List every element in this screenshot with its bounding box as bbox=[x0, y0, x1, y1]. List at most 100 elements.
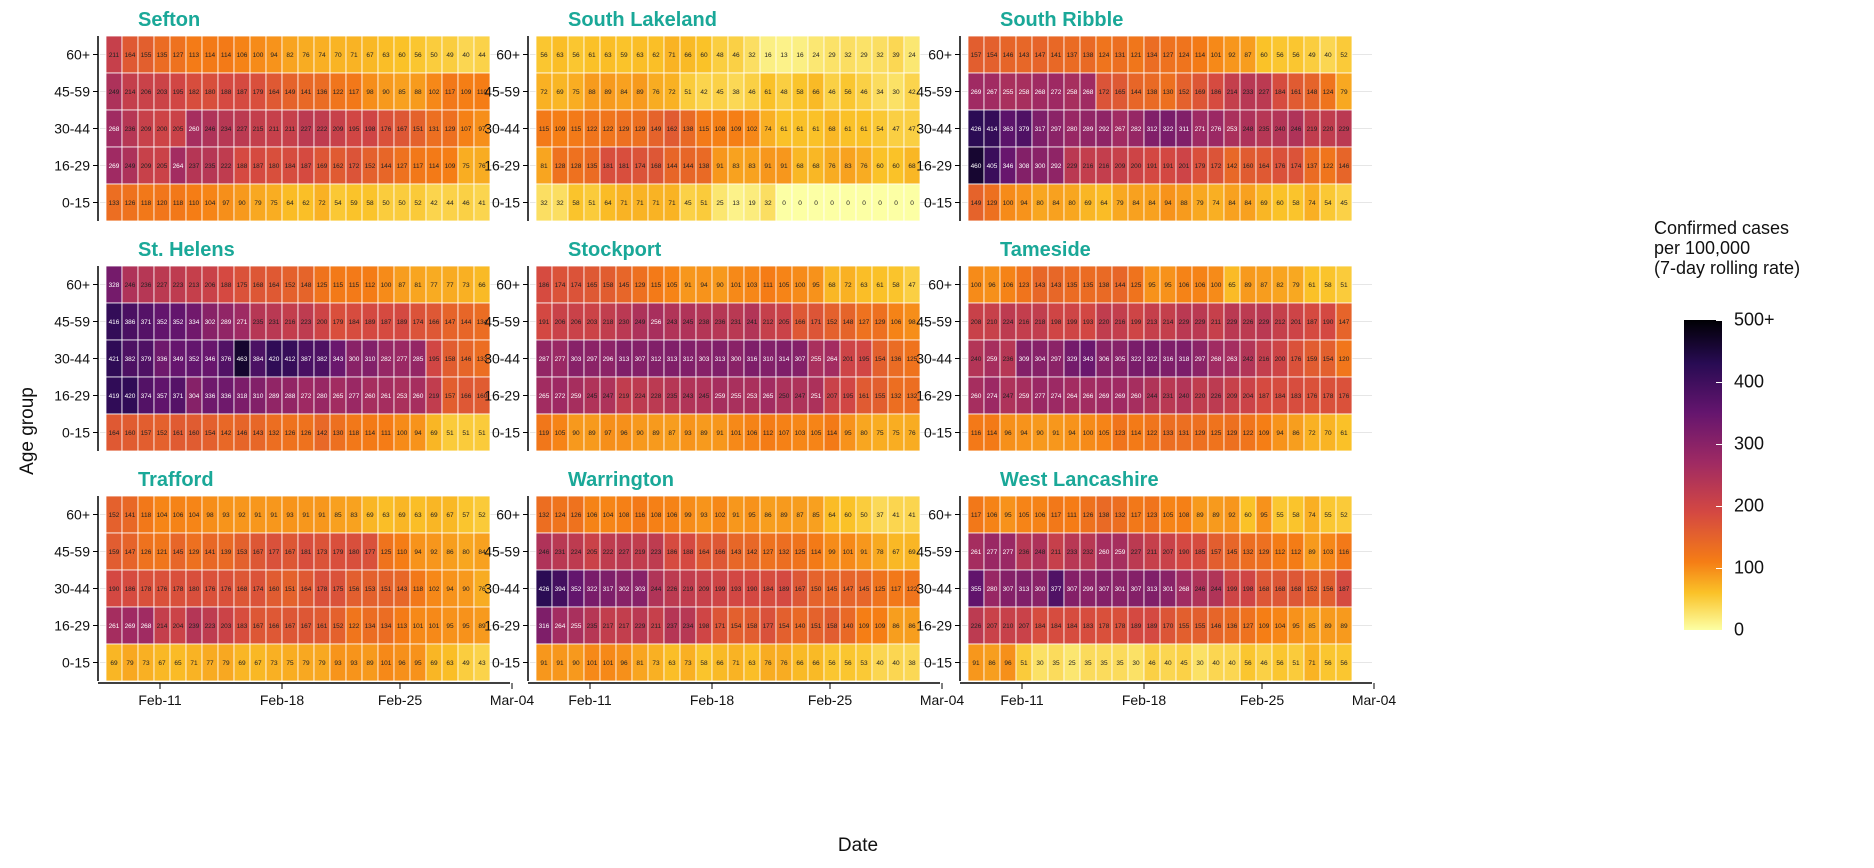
cell-value-label: 129 bbox=[635, 126, 646, 133]
cell-value-label: 226 bbox=[1243, 319, 1254, 326]
cell-value-label: 188 bbox=[221, 282, 232, 289]
cell-value-label: 384 bbox=[253, 356, 264, 363]
cell-value-label: 30 bbox=[1132, 660, 1140, 667]
cell-value-label: 106 bbox=[747, 430, 758, 437]
cell-value-label: 240 bbox=[1275, 126, 1286, 133]
panel-stockport: Stockport 186 174 174 165 158 145 129 115 105 91 94… bbox=[484, 239, 940, 452]
cell-value-label: 264 bbox=[1067, 393, 1078, 400]
cell-value-label: 302 bbox=[619, 586, 630, 593]
cell-value-label: 143 bbox=[1051, 282, 1062, 289]
cell-value-label: 242 bbox=[1243, 356, 1254, 363]
cell-value-label: 155 bbox=[141, 52, 152, 59]
cell-value-label: 35 bbox=[1084, 660, 1092, 667]
cell-value-label: 150 bbox=[811, 586, 822, 593]
cell-value-label: 416 bbox=[109, 319, 120, 326]
cell-value-label: 357 bbox=[157, 393, 168, 400]
cell-value-label: 106 bbox=[667, 512, 678, 519]
cell-value-label: 349 bbox=[173, 356, 184, 363]
cell-value-label: 72 bbox=[318, 200, 326, 207]
cell-value-label: 264 bbox=[173, 163, 184, 170]
x-tick-label: Mar-04 bbox=[490, 692, 535, 708]
cell-value-label: 151 bbox=[381, 586, 392, 593]
cell-value-label: 312 bbox=[1147, 126, 1158, 133]
cell-value-label: 220 bbox=[1195, 393, 1206, 400]
cell-value-label: 265 bbox=[539, 393, 550, 400]
cell-value-label: 187 bbox=[301, 163, 312, 170]
cell-value-label: 346 bbox=[205, 356, 216, 363]
y-tick-label: 0-15 bbox=[924, 655, 952, 671]
cell-value-label: 164 bbox=[109, 430, 120, 437]
cell-value-label: 148 bbox=[843, 319, 854, 326]
cell-value-label: 91 bbox=[716, 163, 724, 170]
cell-value-label: 322 bbox=[1163, 126, 1174, 133]
cell-value-label: 89 bbox=[1244, 282, 1252, 289]
cell-value-label: 93 bbox=[286, 512, 294, 519]
panel-st-helens: St. Helens 328 246 236 227 223 213 206 188 175 168… bbox=[54, 239, 510, 452]
cell-value-label: 259 bbox=[1019, 393, 1030, 400]
cell-value-label: 142 bbox=[221, 430, 232, 437]
cell-value-label: 127 bbox=[1243, 623, 1254, 630]
cell-value-label: 24 bbox=[908, 52, 916, 59]
cell-value-label: 34 bbox=[876, 89, 884, 96]
cell-value-label: 237 bbox=[667, 623, 678, 630]
cell-value-label: 377 bbox=[1051, 586, 1062, 593]
cell-value-label: 58 bbox=[366, 200, 374, 207]
cell-value-label: 412 bbox=[285, 356, 296, 363]
cell-value-label: 186 bbox=[667, 549, 678, 556]
cell-value-label: 227 bbox=[1131, 549, 1142, 556]
cell-value-label: 63 bbox=[446, 660, 454, 667]
cell-value-label: 56 bbox=[1324, 660, 1332, 667]
cell-value-label: 158 bbox=[445, 356, 456, 363]
cell-value-label: 255 bbox=[1003, 89, 1014, 96]
legend-tick-label: 100 bbox=[1734, 557, 1765, 578]
cell-value-label: 314 bbox=[779, 356, 790, 363]
cell-value-label: 152 bbox=[285, 282, 296, 289]
cell-value-label: 114 bbox=[987, 430, 998, 437]
cell-value-label: 56 bbox=[1292, 52, 1300, 59]
cell-value-label: 46 bbox=[1260, 660, 1268, 667]
cell-value-label: 86 bbox=[908, 623, 916, 630]
cell-value-label: 189 bbox=[365, 319, 376, 326]
cell-value-label: 272 bbox=[1051, 89, 1062, 96]
cell-value-label: 76 bbox=[908, 430, 916, 437]
cell-value-label: 39 bbox=[892, 52, 900, 59]
cell-value-label: 271 bbox=[237, 319, 248, 326]
cell-value-label: 207 bbox=[987, 623, 998, 630]
panel-warrington: Warrington 132 124 126 106 104 108 116 108 106 99 9… bbox=[484, 469, 964, 708]
cell-value-label: 154 bbox=[731, 623, 742, 630]
cell-value-label: 89 bbox=[1308, 549, 1316, 556]
cell-value-label: 116 bbox=[1339, 549, 1350, 556]
cell-value-label: 77 bbox=[446, 282, 454, 289]
legend-colorbar bbox=[1684, 320, 1722, 630]
y-tick-label: 60+ bbox=[928, 277, 952, 293]
cell-value-label: 216 bbox=[1083, 163, 1094, 170]
cell-value-label: 60 bbox=[1260, 52, 1268, 59]
cell-value-label: 226 bbox=[667, 586, 678, 593]
cell-value-label: 147 bbox=[125, 549, 136, 556]
y-tick-label: 60+ bbox=[66, 277, 90, 293]
cell-value-label: 68 bbox=[908, 163, 916, 170]
cell-value-label: 69 bbox=[1084, 200, 1092, 207]
cell-value-label: 24 bbox=[812, 52, 820, 59]
cell-value-label: 138 bbox=[1099, 512, 1110, 519]
cell-value-label: 177 bbox=[365, 549, 376, 556]
cell-value-label: 300 bbox=[349, 356, 360, 363]
cell-value-label: 82 bbox=[286, 52, 294, 59]
cell-value-label: 152 bbox=[157, 430, 168, 437]
cell-value-label: 186 bbox=[539, 282, 550, 289]
cell-value-label: 99 bbox=[684, 512, 692, 519]
cell-value-label: 131 bbox=[429, 126, 440, 133]
y-tick-label: 60+ bbox=[496, 47, 520, 63]
cell-value-label: 352 bbox=[157, 319, 168, 326]
cell-value-label: 101 bbox=[603, 660, 614, 667]
cell-value-label: 46 bbox=[828, 89, 836, 96]
cell-value-label: 101 bbox=[381, 660, 392, 667]
cell-value-label: 219 bbox=[635, 549, 646, 556]
cell-value-label: 79 bbox=[302, 660, 310, 667]
cell-value-label: 216 bbox=[1099, 163, 1110, 170]
cell-value-label: 460 bbox=[971, 163, 982, 170]
cell-value-label: 76 bbox=[478, 163, 486, 170]
cell-value-label: 144 bbox=[381, 163, 392, 170]
cell-value-label: 232 bbox=[1083, 549, 1094, 556]
cell-value-label: 157 bbox=[971, 52, 982, 59]
